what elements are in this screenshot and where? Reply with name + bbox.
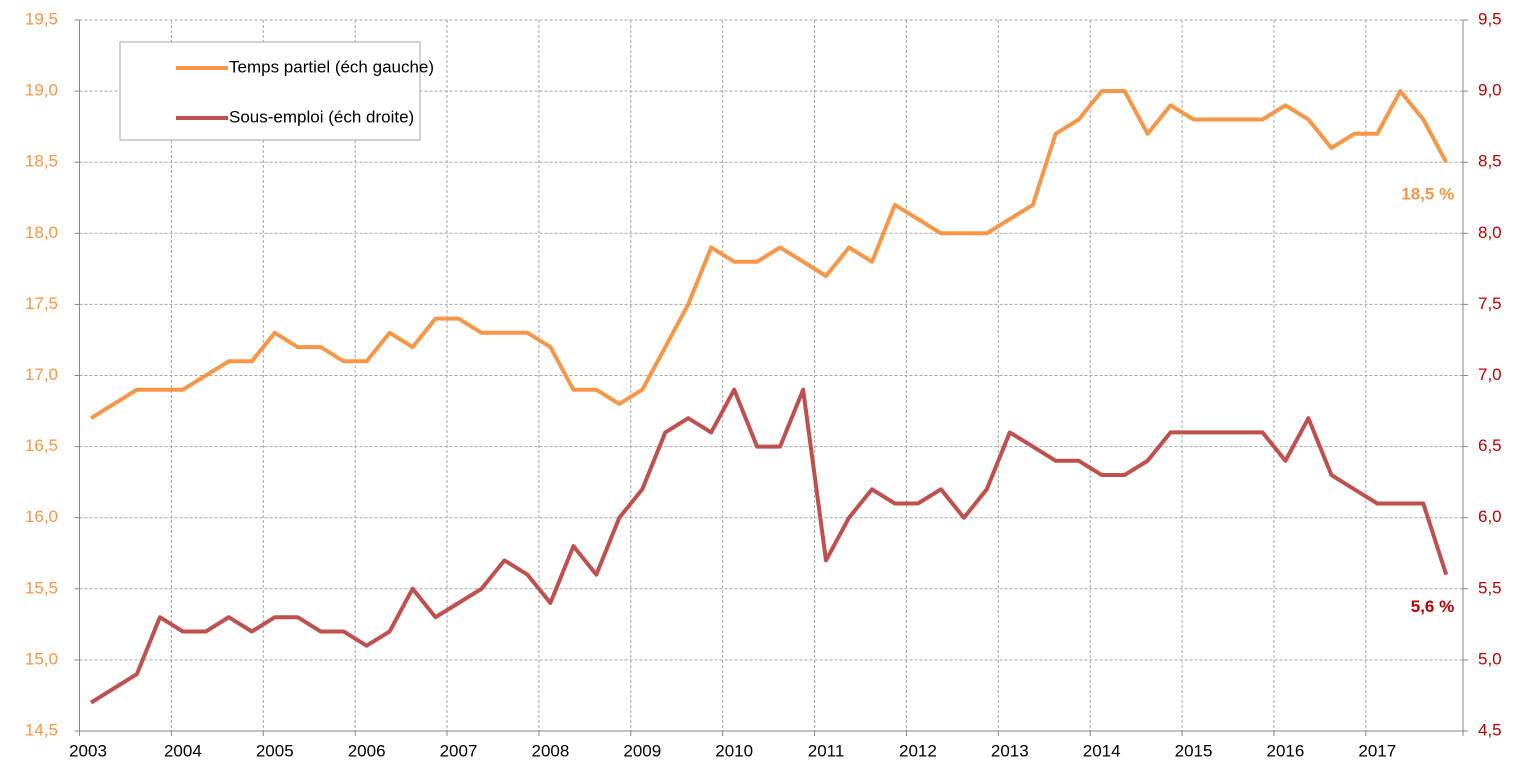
y2-tick-label: 6,0	[1478, 507, 1502, 526]
y-tick-label: 15,0	[25, 649, 58, 668]
data-label: 5,6 %	[1411, 597, 1454, 616]
y2-tick-label: 9,0	[1478, 81, 1502, 100]
x-tick-label: 2004	[164, 741, 202, 760]
y2-tick-label: 8,0	[1478, 223, 1502, 242]
y-tick-label: 15,5	[25, 578, 58, 597]
y2-tick-label: 8,5	[1478, 152, 1502, 171]
y2-tick-label: 7,5	[1478, 294, 1502, 313]
y-tick-label: 17,5	[25, 294, 58, 313]
y-tick-label: 18,0	[25, 223, 58, 242]
legend-label: Temps partiel (éch gauche)	[229, 57, 434, 76]
x-tick-label: 2008	[531, 741, 569, 760]
y-tick-label: 19,5	[25, 9, 58, 28]
x-tick-label: 2012	[899, 741, 937, 760]
line-series	[89, 89, 1448, 420]
x-tick-label: 2011	[808, 741, 845, 760]
x-tick-label: 2010	[715, 741, 753, 760]
x-tick-label: 2009	[623, 741, 661, 760]
y-tick-label: 14,5	[25, 720, 58, 739]
y-tick-label: 19,0	[25, 81, 58, 100]
x-tick-label: 2007	[440, 741, 478, 760]
y2-tick-label: 5,5	[1478, 578, 1502, 597]
x-tick-label: 2005	[256, 741, 294, 760]
x-tick-label: 2015	[1175, 741, 1213, 760]
legend-box	[119, 41, 421, 141]
y2-tick-label: 4,5	[1478, 720, 1502, 739]
y-tick-label: 16,0	[25, 507, 58, 526]
y2-tick-label: 9,5	[1478, 9, 1502, 28]
x-tick-label: 2017	[1358, 741, 1396, 760]
legend-label: Sous-emploi (éch droite)	[229, 107, 414, 126]
data-label: 18,5 %	[1401, 185, 1454, 204]
x-tick-label: 2003	[69, 741, 107, 760]
y2-tick-label: 5,0	[1478, 649, 1502, 668]
y-tick-label: 18,5	[25, 152, 58, 171]
x-tick-label: 2006	[348, 741, 386, 760]
x-tick-label: 2014	[1083, 741, 1121, 760]
y2-tick-label: 7,0	[1478, 365, 1502, 384]
x-tick-label: 2013	[991, 741, 1029, 760]
y-tick-label: 16,5	[25, 436, 58, 455]
y-tick-label: 17,0	[25, 365, 58, 384]
y2-tick-label: 6,5	[1478, 436, 1502, 455]
line-series	[89, 387, 1449, 705]
x-tick-label: 2016	[1267, 741, 1305, 760]
